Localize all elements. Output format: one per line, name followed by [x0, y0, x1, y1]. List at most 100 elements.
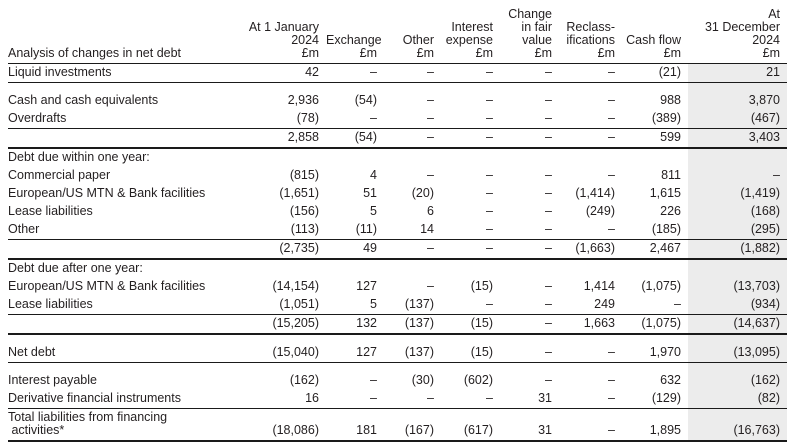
value-cell: – — [545, 297, 552, 311]
table-row: Interest payable (162) – (30) (602) – – 632 (162… — [8, 362, 787, 390]
value-cell: – — [545, 186, 552, 200]
value-cell: 1,414 — [583, 279, 615, 293]
row-label — [8, 315, 240, 335]
value-cell: 2,858 — [287, 130, 319, 144]
value-cell: (1,051) — [279, 297, 319, 311]
value-cell: 5 — [370, 297, 377, 311]
col-header-at-31-december-2024: At 31 December 2024 £m — [704, 7, 780, 60]
row-label: European/US MTN & Bank facilities — [8, 186, 206, 200]
value-cell: – — [486, 297, 493, 311]
col-header-other: Other £m — [402, 33, 434, 60]
value-cell: – — [427, 279, 434, 293]
value-cell: – — [427, 93, 434, 107]
col-header-change-in-fair-value: Change in fair value £m — [508, 7, 552, 60]
value-cell: – — [486, 93, 493, 107]
value-cell: 49 — [363, 241, 377, 255]
value-cell: (389) — [651, 111, 681, 125]
value-cell: 1,663 — [583, 316, 615, 330]
value-cell: – — [545, 373, 552, 387]
value-cell: – — [608, 222, 615, 236]
table-row: Derivative financial instruments 16 – – – 31 –… — [8, 390, 787, 409]
value-cell-highlighted: (82) — [688, 390, 787, 409]
value-cell-highlighted: (467) — [688, 110, 787, 129]
table-row: European/US MTN & Bank facilities (14,154… — [8, 278, 787, 296]
value-cell: 2,936 — [287, 93, 319, 107]
value-cell-highlighted: 21 — [688, 63, 787, 83]
value-cell: – — [608, 391, 615, 405]
value-cell: – — [427, 391, 434, 405]
header-row: Analysis of changes in net debt At 1 Jan… — [8, 4, 787, 64]
col-header-reclassifications: Reclass- ifications £m — [566, 20, 615, 60]
value-cell-highlighted: (1,419) — [688, 185, 787, 203]
row-label-header: Analysis of changes in net debt — [8, 46, 182, 60]
value-cell: – — [545, 93, 552, 107]
value-cell: (18,086) — [272, 423, 319, 437]
row-label: Total liabilities from financing activit… — [8, 410, 168, 437]
value-cell: 51 — [363, 186, 377, 200]
value-cell: 127 — [356, 279, 377, 293]
value-cell: – — [545, 222, 552, 236]
value-cell: 31 — [538, 391, 552, 405]
value-cell: – — [608, 345, 615, 359]
value-cell-highlighted — [688, 259, 787, 278]
value-cell: (137) — [404, 316, 434, 330]
row-label: Lease liabilities — [8, 297, 93, 311]
value-cell: (15) — [470, 279, 493, 293]
value-cell: (21) — [658, 65, 681, 79]
value-cell: (2,735) — [279, 241, 319, 255]
value-cell: – — [608, 65, 615, 79]
value-cell: 249 — [594, 297, 615, 311]
table-row: European/US MTN & Bank facilities (1,651)… — [8, 185, 787, 203]
value-cell: – — [608, 423, 615, 437]
value-cell: (78) — [296, 111, 319, 125]
value-cell: (137) — [404, 297, 434, 311]
value-cell: – — [370, 373, 377, 387]
value-cell: (185) — [651, 222, 681, 236]
table-row: Lease liabilities (1,051) 5 (137) – –249– (934… — [8, 296, 787, 315]
value-cell: – — [486, 204, 493, 218]
table-body: Liquid investments 42– – – – – (21) 21 Cash and … — [8, 63, 787, 441]
value-cell: – — [486, 222, 493, 236]
value-cell: (617) — [463, 423, 493, 437]
value-cell: (1,663) — [575, 241, 615, 255]
col-header-cash-flow: Cash flow £m — [626, 33, 681, 60]
value-cell: – — [608, 111, 615, 125]
col-header-exchange: Exchange £m — [326, 33, 382, 60]
row-label: Derivative financial instruments — [8, 391, 181, 405]
value-cell: 2,467 — [649, 241, 681, 255]
value-cell: (815) — [289, 168, 319, 182]
value-cell: – — [427, 130, 434, 144]
value-cell: – — [608, 130, 615, 144]
value-cell: 181 — [356, 423, 377, 437]
value-cell: – — [486, 391, 493, 405]
value-cell: (1,414) — [575, 186, 615, 200]
value-cell: – — [545, 111, 552, 125]
value-cell-highlighted: (1,882) — [688, 239, 787, 259]
value-cell: (14,154) — [272, 279, 319, 293]
value-cell: – — [608, 93, 615, 107]
value-cell: – — [427, 241, 434, 255]
net-debt-table: Analysis of changes in net debt At 1 Jan… — [8, 4, 787, 442]
row-label: Interest payable — [8, 373, 97, 387]
value-cell: – — [486, 65, 493, 79]
value-cell: (162) — [289, 373, 319, 387]
row-label: Liquid investments — [8, 65, 112, 79]
value-cell: (11) — [355, 222, 377, 236]
subtotal-row: (2,735) 49 – – – (1,663) 2,467 (1,882) — [8, 239, 787, 259]
value-cell: 4 — [370, 168, 377, 182]
row-label — [8, 129, 240, 149]
row-label: Commercial paper — [8, 168, 111, 182]
value-cell: – — [545, 345, 552, 359]
value-cell: – — [370, 65, 377, 79]
value-cell: – — [545, 204, 552, 218]
row-label: European/US MTN & Bank facilities — [8, 279, 206, 293]
value-cell: – — [545, 279, 552, 293]
value-cell: 16 — [305, 391, 319, 405]
value-cell: (15,040) — [272, 345, 319, 359]
value-cell: (1,651) — [279, 186, 319, 200]
table-row: Total liabilities from financing activit… — [8, 408, 787, 441]
value-cell: (156) — [289, 204, 319, 218]
value-cell: – — [608, 168, 615, 182]
value-cell: 132 — [356, 316, 377, 330]
row-label: Net debt — [8, 345, 56, 359]
